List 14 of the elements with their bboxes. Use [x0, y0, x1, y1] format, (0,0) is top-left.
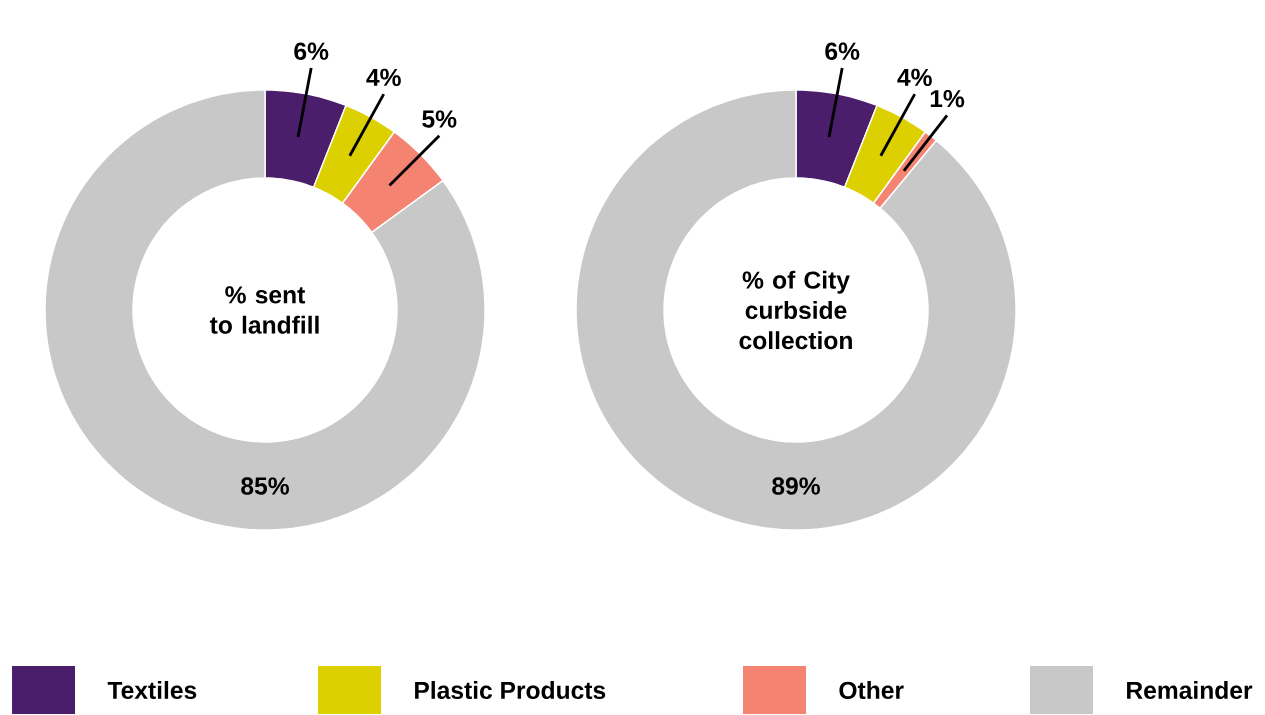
data-label: 1%	[930, 90, 965, 108]
text: % sent to landfill	[209, 286, 319, 334]
data-label: 89%	[772, 477, 820, 495]
data-label: 85%	[241, 477, 289, 495]
data-label: 6%	[825, 42, 860, 60]
data-label: 4%	[897, 68, 932, 87]
data-label: 4%	[366, 68, 401, 87]
legend-label: Remainder	[1127, 681, 1253, 700]
legend-label: Plastic Products	[415, 681, 606, 700]
legend-label: Other	[839, 681, 904, 700]
data-label: 5%	[422, 110, 457, 128]
data-label: 6%	[294, 42, 329, 60]
text: % of City curbside collection	[739, 270, 852, 350]
legend-label: Textiles	[107, 681, 197, 700]
